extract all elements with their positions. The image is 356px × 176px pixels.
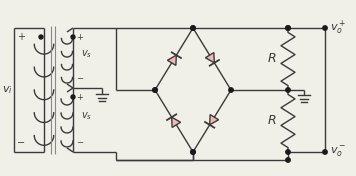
Text: +: + [76, 93, 83, 102]
Circle shape [323, 26, 327, 30]
Text: +: + [17, 32, 25, 42]
Polygon shape [167, 55, 176, 65]
Text: $v_o^-$: $v_o^-$ [330, 145, 346, 159]
Circle shape [286, 158, 290, 162]
Circle shape [191, 26, 195, 30]
Circle shape [286, 26, 290, 30]
Circle shape [229, 88, 233, 92]
Circle shape [286, 88, 290, 92]
Text: $v_s$: $v_s$ [82, 110, 93, 122]
Text: −: − [76, 139, 83, 147]
Circle shape [286, 150, 290, 154]
Text: $v_o^+$: $v_o^+$ [330, 19, 346, 37]
Text: −: − [17, 138, 25, 148]
Text: $v_i$: $v_i$ [2, 84, 12, 96]
Circle shape [71, 35, 75, 39]
Text: −: − [76, 74, 83, 83]
Circle shape [323, 150, 327, 154]
Text: +: + [76, 33, 83, 42]
Circle shape [191, 150, 195, 154]
Polygon shape [210, 115, 219, 125]
Circle shape [191, 26, 195, 30]
Text: $v_s$: $v_s$ [82, 48, 93, 60]
Circle shape [39, 35, 43, 39]
Circle shape [71, 95, 75, 99]
Polygon shape [172, 117, 180, 127]
Circle shape [286, 26, 290, 30]
Circle shape [153, 88, 157, 92]
Circle shape [191, 150, 195, 154]
Text: R: R [268, 52, 276, 65]
Circle shape [153, 88, 157, 92]
Polygon shape [205, 53, 214, 63]
Text: R: R [268, 115, 276, 127]
